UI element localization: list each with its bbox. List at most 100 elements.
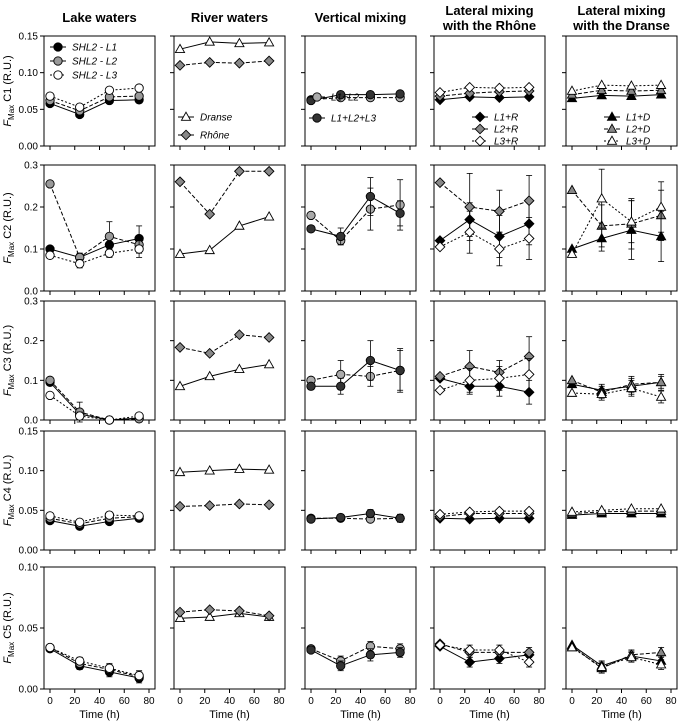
data-point <box>306 514 316 524</box>
y-tick-label: 0.3 <box>24 161 38 172</box>
panel: 0.00 0.05 0.10 0 20 40 60 80 Time (h) <box>19 563 156 721</box>
panel: L1+L2 L1+L2+L3 <box>301 35 417 150</box>
data-point <box>204 500 216 512</box>
data-point <box>626 85 637 95</box>
data-point <box>75 102 85 112</box>
data-point <box>204 611 216 621</box>
data-point <box>464 81 476 93</box>
panel <box>562 430 678 554</box>
series <box>174 604 275 622</box>
data-point <box>306 381 316 391</box>
panel: 0.00 0.05 0.10 0.15 <box>19 427 156 557</box>
series-line <box>49 394 140 421</box>
x-tick-label: 20 <box>330 696 342 707</box>
data-point <box>104 415 115 425</box>
data-point <box>174 248 186 258</box>
x-tick-label: 80 <box>533 696 545 707</box>
series <box>434 172 535 242</box>
data-point <box>395 513 405 523</box>
series-line <box>49 514 140 523</box>
series-line <box>179 468 270 473</box>
series-line <box>571 94 662 99</box>
series <box>434 639 535 668</box>
panel-frame <box>43 300 156 421</box>
series <box>45 179 144 263</box>
panel: Dranse Rhône <box>170 35 286 150</box>
panel: 0.0 0.1 0.2 0.3 <box>24 161 156 298</box>
series <box>174 463 275 477</box>
x-tick-label: 80 <box>143 696 155 707</box>
series <box>306 340 405 395</box>
data-point <box>104 510 115 520</box>
data-point <box>566 248 578 258</box>
series-line <box>439 182 530 212</box>
legend-label: SHL2 - L2 <box>72 57 117 68</box>
x-tick-label: 40 <box>616 696 628 707</box>
series-line <box>49 647 140 678</box>
panel-frame <box>304 300 417 421</box>
data-point <box>395 208 405 218</box>
data-point <box>75 259 85 269</box>
legend-label: L3+R <box>494 137 518 148</box>
data-point <box>45 250 55 260</box>
series-line <box>571 645 662 669</box>
series <box>434 512 535 525</box>
series <box>174 36 275 54</box>
data-point <box>233 57 245 69</box>
series-line <box>49 248 140 265</box>
y-tick-label: 0.10 <box>19 466 39 477</box>
legend-label: SHL2 - L1 <box>72 43 117 54</box>
data-point <box>204 464 216 475</box>
series-line <box>179 503 270 507</box>
y-tick-label: 0.10 <box>19 563 39 574</box>
legend: Dranse Rhône <box>178 111 233 142</box>
x-tick-label: 0 <box>437 696 443 707</box>
data-point <box>434 384 446 396</box>
data-point <box>464 644 476 656</box>
series <box>174 210 275 258</box>
data-point <box>174 43 186 54</box>
series-line <box>49 379 140 421</box>
data-point <box>464 513 476 525</box>
y-tick-label: 0.0 <box>24 287 38 298</box>
data-point <box>523 505 535 517</box>
data-point <box>263 358 275 369</box>
panel <box>301 430 417 554</box>
legend-marker <box>180 129 192 141</box>
data-point <box>75 517 85 527</box>
data-point <box>263 210 275 221</box>
data-point <box>233 165 245 177</box>
legend-label: L2+R <box>494 125 518 136</box>
y-tick-label: 0.1 <box>24 245 38 256</box>
data-point <box>204 56 216 68</box>
x-tick-label: 40 <box>94 696 106 707</box>
series-line <box>571 508 662 513</box>
column-title-line: with the Rhône <box>442 18 536 33</box>
panel-frame <box>565 164 678 292</box>
series <box>566 88 667 103</box>
x-axis-label: Time (h) <box>340 709 381 721</box>
y-tick-label: 0.15 <box>19 427 39 438</box>
data-point <box>233 498 245 510</box>
series <box>434 91 535 106</box>
series-line <box>439 219 530 242</box>
data-point <box>134 670 144 681</box>
series <box>174 498 275 512</box>
y-tick-label: 0.3 <box>24 297 38 308</box>
series <box>566 79 667 95</box>
data-point <box>263 55 275 67</box>
panel <box>430 430 546 554</box>
x-tick-label: 80 <box>665 696 677 707</box>
y-tick-label: 0.00 <box>19 685 39 696</box>
legend-marker <box>606 123 618 133</box>
data-point <box>655 646 667 657</box>
panel: 0 20 40 60 80 Time (h) <box>430 566 546 721</box>
panel-frame <box>43 430 156 551</box>
series-line <box>179 60 270 66</box>
series <box>434 81 535 98</box>
data-point <box>493 644 505 656</box>
x-axis-label: Time (h) <box>601 709 642 721</box>
series <box>434 210 535 267</box>
